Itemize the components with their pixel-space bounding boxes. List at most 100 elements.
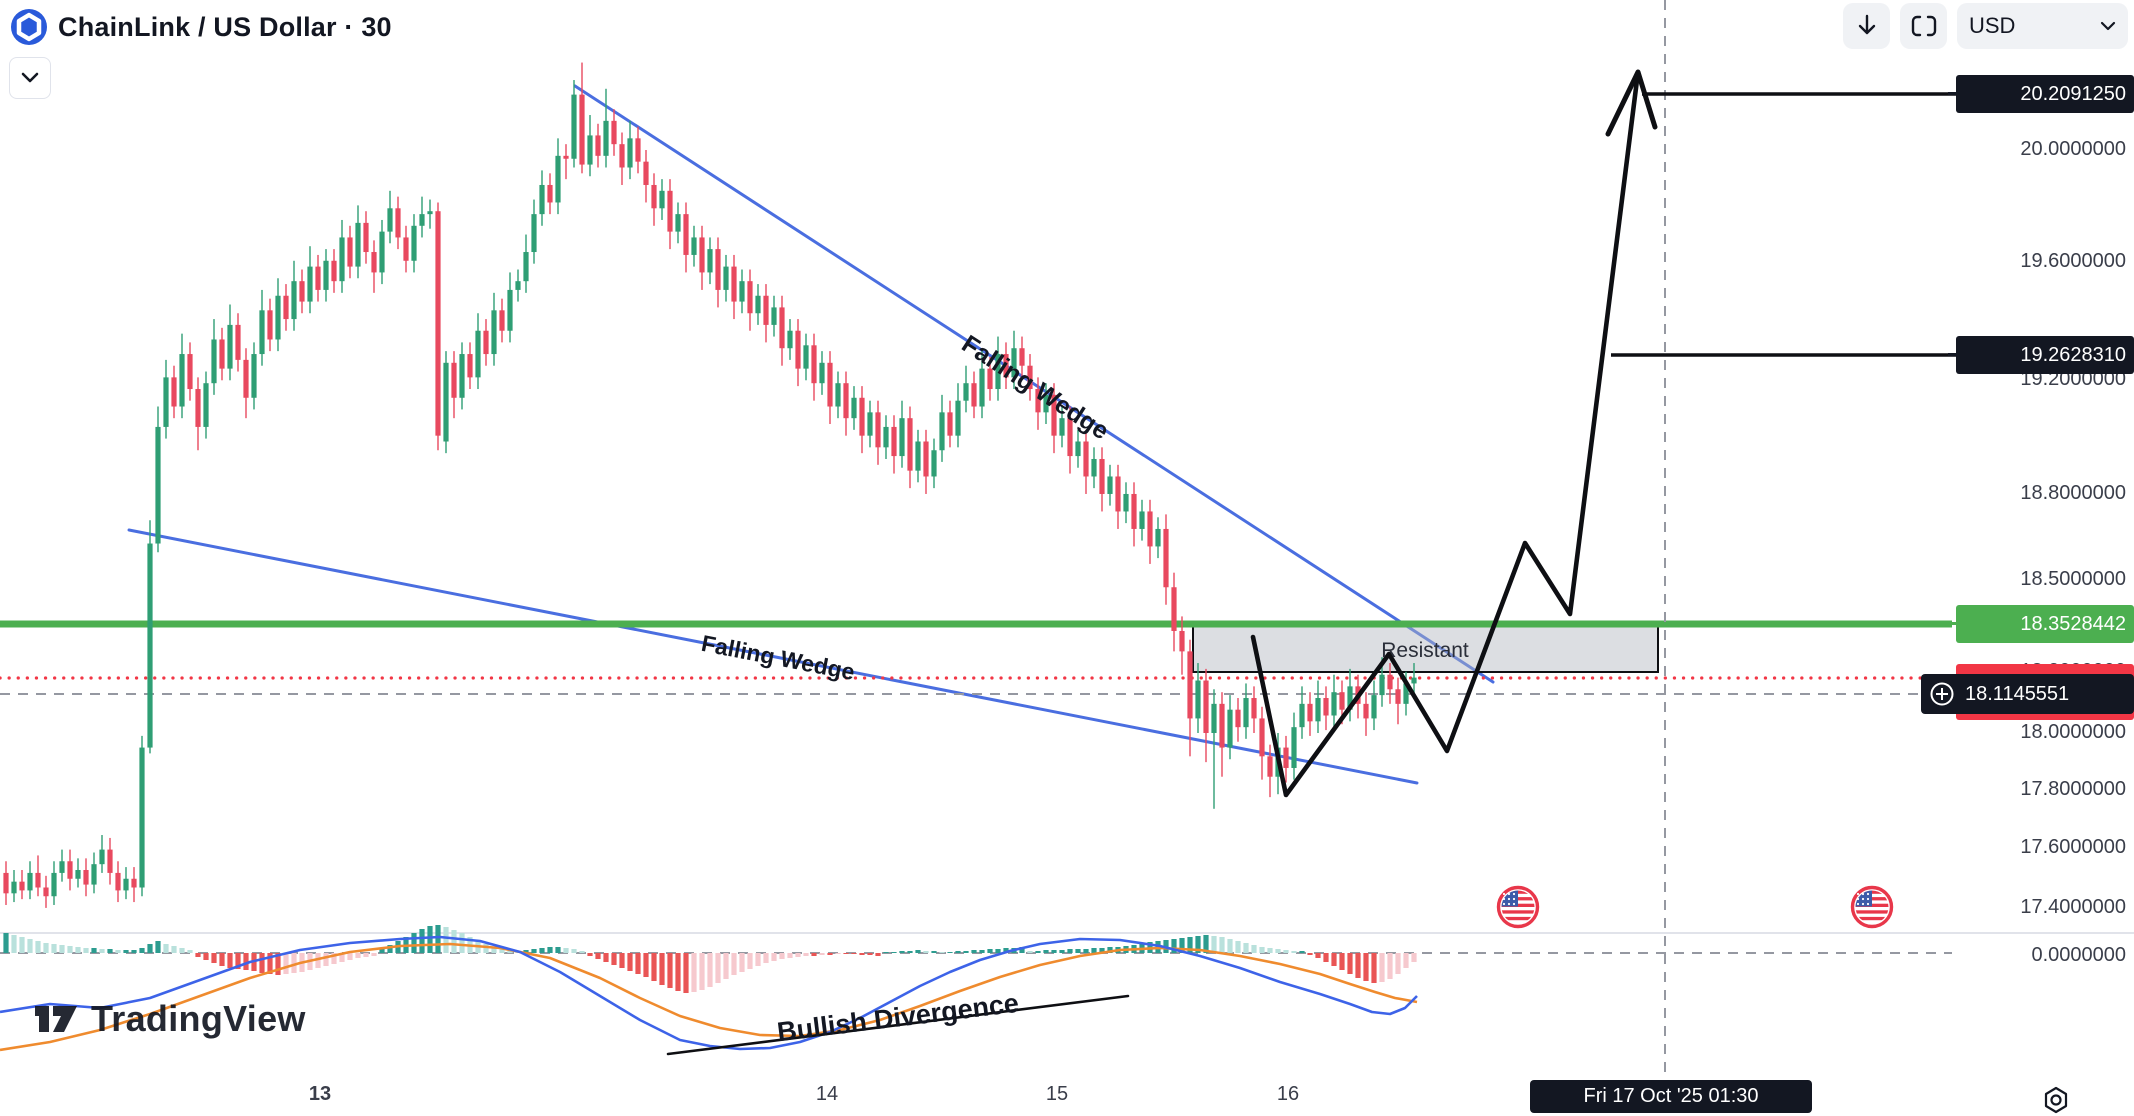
candle-body [1139,511,1145,529]
frame-brackets-icon [1911,15,1936,37]
macd-bar [67,946,73,953]
macd-bar [675,953,681,991]
candle-body [747,281,753,314]
us-flag-event-icon[interactable] [1496,885,1540,929]
candle-body [1187,651,1193,719]
candle-body [715,249,721,290]
macd-bar [35,941,41,953]
macd-bar [1043,950,1049,953]
candle-body [867,412,873,436]
plus-circle-icon [1930,682,1954,706]
macd-bar [1067,949,1073,953]
candle-body [811,345,817,384]
us-flag-event-icon[interactable] [1850,885,1894,929]
macd-bar [1235,941,1241,953]
macd-bar [435,925,441,953]
candle-body [203,383,209,427]
macd-bar [939,952,945,953]
time-axis-tick: 14 [815,1083,839,1105]
currency-dropdown[interactable]: USD [1957,3,2128,49]
time-axis-tick: 13 [308,1083,332,1105]
candle-body [931,450,937,477]
candle-body [691,237,697,255]
candle-body [347,237,353,267]
macd-bar [947,952,953,953]
candle-body [499,310,505,331]
macd-bar [163,944,169,953]
legend-collapse-button[interactable] [9,57,51,99]
candle-body [323,260,329,290]
candle-body [267,310,273,340]
macd-bar [1275,949,1281,953]
macd-bar [955,951,961,953]
download-button[interactable] [1843,3,1890,49]
candle-body [419,214,425,226]
candle-body [515,281,521,290]
candle-body [1227,709,1233,748]
macd-bar [963,951,969,953]
macd-bar [723,953,729,979]
resistance-zone-label[interactable]: Resistant [1381,639,1469,662]
candle-body [1315,698,1321,722]
macd-bar [699,953,705,990]
macd-bar [427,926,433,953]
macd-bar [371,953,377,956]
macd-bar [1379,953,1385,982]
candle-body [1219,703,1225,748]
candle-body [275,295,281,340]
macd-bar [19,937,25,953]
candle-body [483,330,489,355]
symbol-title[interactable]: ChainLink / US Dollar · 30 [58,11,392,42]
price-axis-tick: 0.0000000 [2031,944,2126,966]
candle-body [11,881,17,894]
projection-drawing[interactable] [1250,69,1990,798]
candle-body [195,389,201,427]
macd-bar [283,953,289,974]
macd-bar [275,953,281,975]
candle-body [1067,418,1073,457]
candle-body [331,260,337,282]
candle-body [1043,394,1049,413]
candle-body [35,872,41,888]
macd-bar [1323,953,1329,962]
candle-body [107,849,113,873]
resistance-zone-box[interactable] [1192,624,1659,673]
candle-body [139,747,145,888]
scale-settings-button[interactable] [2040,1085,2072,1115]
crosshair-date-label: Fri 17 Oct '25 01:30 [1530,1080,1812,1113]
macd-bar [1363,953,1369,981]
candle-body [1283,747,1289,768]
tradingview-watermark[interactable]: TradingView [33,998,306,1040]
watermark-text: TradingView [91,998,306,1039]
candle-body [1123,493,1129,512]
macd-bar [387,945,393,953]
candle-body [259,310,265,355]
candle-body [363,222,369,253]
candle-body [491,310,497,355]
macd-bar [1283,950,1289,953]
macd-bar [659,953,665,985]
macd-bar [1403,953,1409,968]
candle-body [1387,674,1393,690]
fullscreen-button[interactable] [1900,3,1947,49]
candle-body [387,208,393,232]
time-axis-tick: 15 [1045,1083,1069,1105]
candle-body [779,307,785,349]
divergence-trendline[interactable] [666,994,1130,1056]
macd-bar [291,953,297,973]
candle-body [1091,458,1097,477]
macd-bar [923,951,929,953]
target-price-label-high: 20.2091250 [1956,75,2134,113]
macd-bar [619,953,625,968]
macd-bar [1411,953,1417,962]
macd-bar [915,950,921,953]
macd-bar [147,944,153,953]
candle-body [1163,528,1169,588]
candlestick-series [3,62,1417,908]
crosshair-price-label: 18.1145551 [1921,674,2134,714]
macd-bar [1387,953,1393,979]
falling-wedge-trendlines[interactable] [127,84,1495,785]
candle-body [755,295,761,314]
macd-bar [651,953,657,981]
